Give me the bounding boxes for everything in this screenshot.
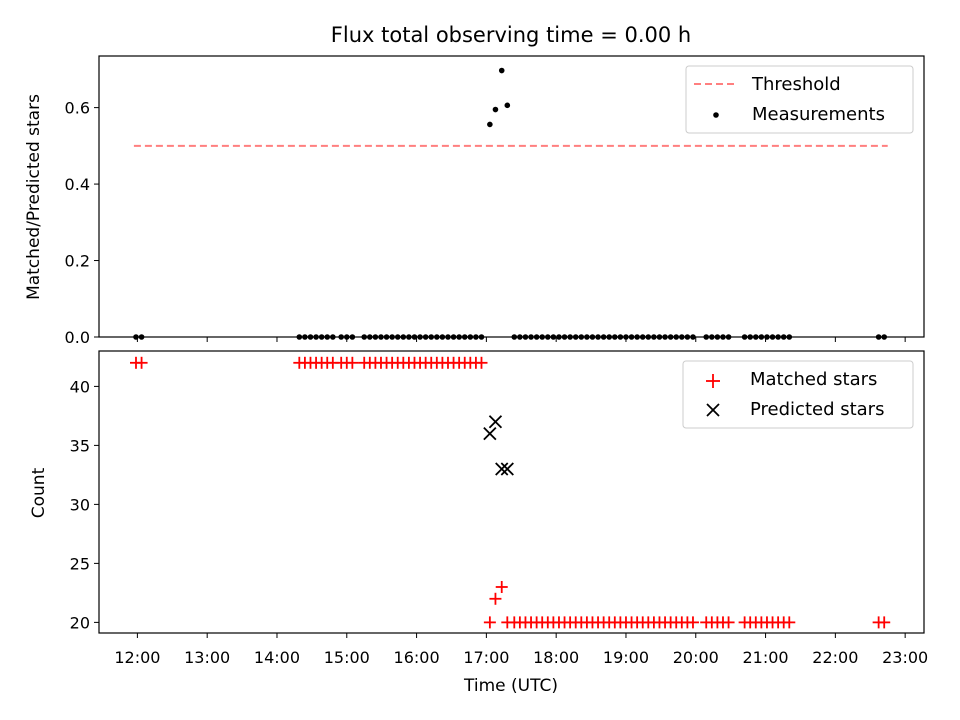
predicted-star-point [488,415,503,429]
x-tick-label: 20:00 [673,648,719,667]
bottom-plot-area [129,356,891,629]
matched-star-point [489,592,502,605]
x-tick-label: 19:00 [603,648,649,667]
x-tick-label: 21:00 [743,648,789,667]
predicted-star-point [483,426,497,441]
y-tick-label: 35 [70,436,90,455]
measurement-point [492,106,499,113]
top-plot-area [133,67,888,340]
predicted-star-point [495,462,509,476]
y-tick-label: 0.4 [65,175,90,194]
matched-star-point [495,580,508,593]
y-tick-label: 25 [70,554,90,573]
legend-measurements-swatch [713,112,719,118]
top-legend: Threshold Measurements [685,65,914,134]
matched-star-point [878,616,891,629]
legend-measurements-label: Measurements [752,104,885,125]
x-axis-label: Time (UTC) [463,676,558,696]
top-axes-frame [98,55,925,338]
bottom-legend: Matched stars Predicted stars [682,360,914,429]
matched-star-point [722,616,735,629]
x-tick-label: 17:00 [463,648,509,667]
count-panel: 20 25 30 35 40 12:00 13:00 14:00 15:00 16:00 17:0… [29,350,928,696]
bottom-legend-box [682,360,914,429]
measurement-point [487,121,493,128]
matched-star-point [783,616,796,629]
matched-star-point [475,356,488,369]
bottom-y-axis-label: Count [29,467,49,518]
legend-threshold-label: Threshold [751,74,841,95]
matched-star-point [483,616,496,629]
bottom-axes-frame [98,350,925,634]
y-tick-label: 0.2 [65,252,90,271]
top-legend-box [685,65,914,134]
x-tick-label: 13:00 [184,648,230,667]
x-tick-label: 14:00 [254,648,300,667]
matched-star-point [346,356,359,369]
x-tick-label: 16:00 [394,648,440,667]
y-tick-label: 40 [70,377,90,396]
flux-ratio-panel: Flux total observing time = 0.00 h 0.00.… [24,23,925,347]
predicted-star-point [500,462,514,476]
x-tick-label: 23:00 [882,648,928,667]
legend-matched-swatch [706,374,720,388]
top-y-axis-label: Matched/Predicted stars [24,94,44,300]
legend-predicted-swatch [706,403,720,417]
x-tick-label: 15:00 [324,648,370,667]
matched-star-point [686,616,699,629]
y-tick-label: 30 [70,495,90,514]
x-tick-label: 22:00 [812,648,858,667]
bottom-y-axis: 20 25 30 35 40 [70,377,99,632]
top-x-ticks [136,337,906,342]
x-tick-label: 12:00 [114,648,160,667]
y-tick-label: 20 [70,613,90,632]
bottom-x-axis: 12:00 13:00 14:00 15:00 16:00 17:00 18:00 19:00… [114,633,928,667]
legend-matched-label: Matched stars [750,369,877,390]
x-tick-label: 18:00 [533,648,579,667]
y-tick-label: 0.6 [65,99,90,118]
measurement-point [498,67,505,74]
legend-predicted-label: Predicted stars [750,399,884,420]
y-tick-label: 0.0 [65,328,90,347]
chart-title: Flux total observing time = 0.00 h [331,23,691,47]
top-y-axis: 0.0 0.2 0.4 0.6 [65,99,99,347]
measurement-point [504,102,511,109]
matched-star-point [135,356,148,369]
